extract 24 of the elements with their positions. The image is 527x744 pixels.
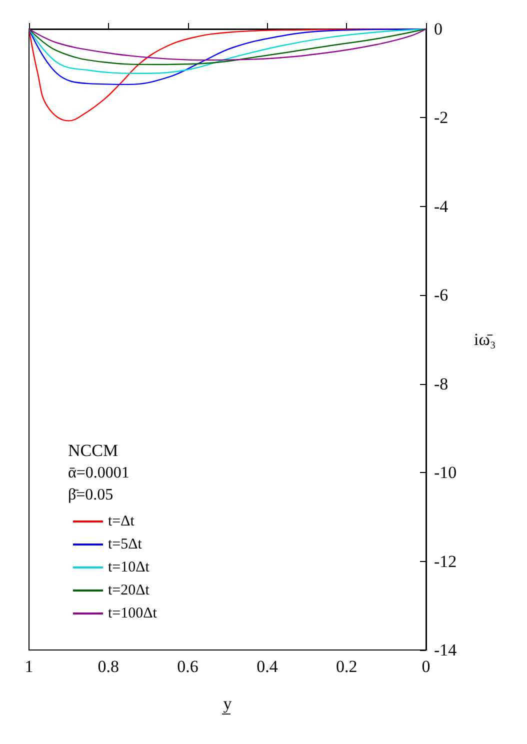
annotation: β̄=0.05 [68, 486, 114, 504]
legend-label: t=Δt [108, 514, 136, 530]
legend-label: t=100Δt [108, 606, 158, 622]
y-tick-label: -14 [434, 640, 458, 660]
x-tick-label: 1 [24, 657, 34, 676]
y-tick-label: -6 [434, 286, 448, 305]
legend-label: t=10Δt [108, 560, 150, 576]
y-tick-label: -8 [434, 374, 448, 394]
x-tick-label: 0.2 [336, 657, 358, 676]
legend-label: t=20Δt [108, 582, 150, 598]
x-tick-label: 0 [422, 657, 430, 676]
x-tick-label: 0.4 [256, 657, 278, 676]
y-tick-label: -2 [434, 108, 448, 128]
x-tick-label: 0.8 [98, 657, 120, 676]
y-tick-label: -12 [434, 552, 457, 571]
x-axis-title: y̲ [221, 694, 232, 715]
y-tick-label: -4 [434, 196, 449, 216]
y-tick-label: -10 [434, 463, 457, 482]
y-axis-title: iω̄₃ [474, 330, 496, 349]
legend-label: t=5Δt [108, 536, 143, 552]
x-tick-label: 0.6 [177, 657, 198, 676]
annotation: ᾱ=0.0001 [68, 464, 130, 482]
y-tick-label: 0 [434, 20, 442, 38]
legend-title: NCCM [68, 441, 118, 460]
